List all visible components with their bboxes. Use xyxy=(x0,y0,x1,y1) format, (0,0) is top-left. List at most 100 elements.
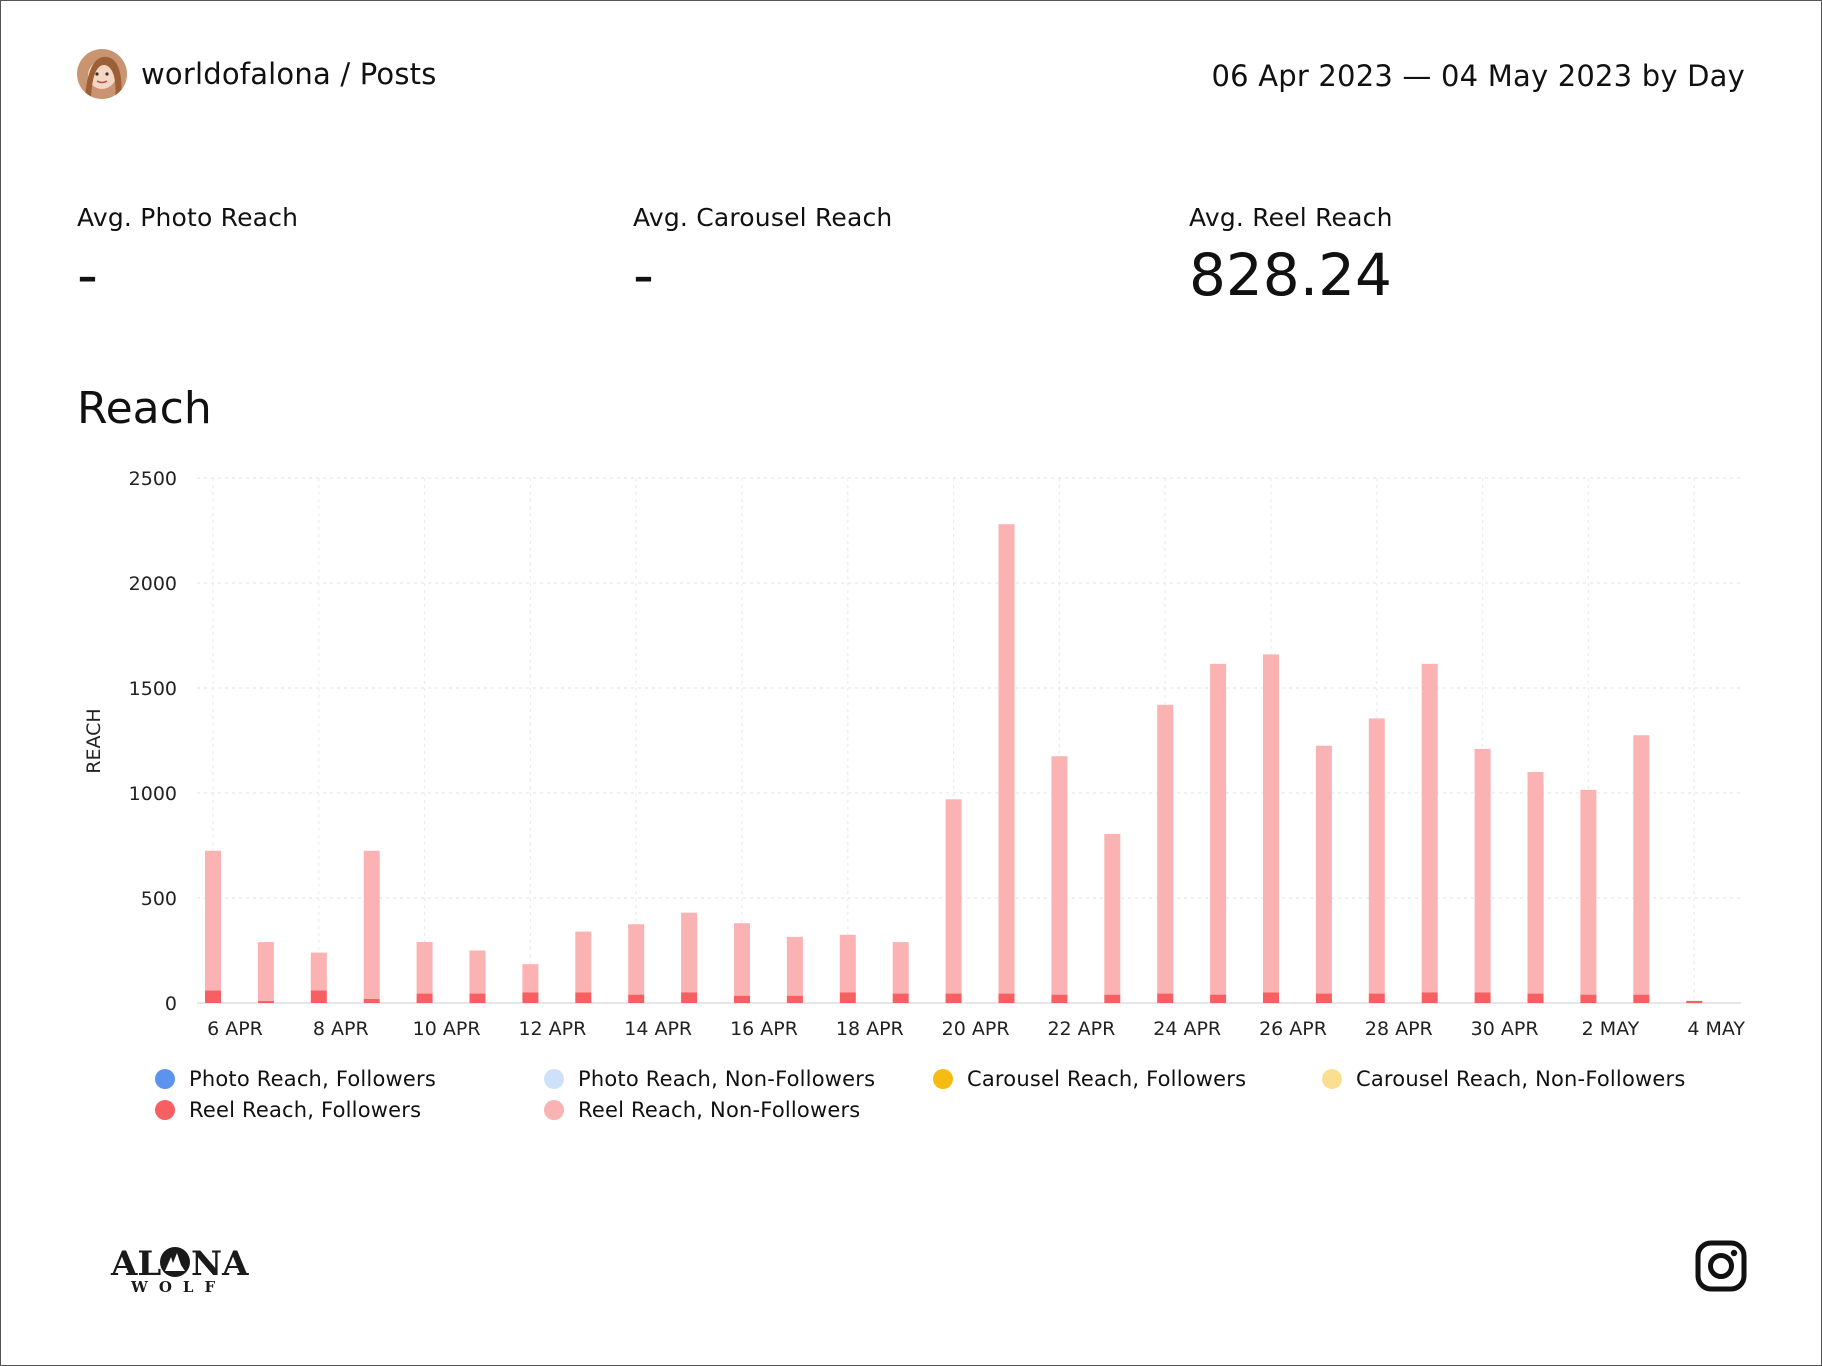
legend-label: Reel Reach, Non-Followers xyxy=(578,1098,861,1122)
bar-segment xyxy=(1686,1000,1703,1003)
y-tick-label: 1000 xyxy=(129,783,177,805)
bar-segment xyxy=(1527,772,1544,994)
bar-segment xyxy=(1104,994,1121,1003)
brand-logo: AL NA WOLF xyxy=(109,1239,249,1299)
metric-label: Avg. Reel Reach xyxy=(1189,203,1393,232)
bar-segment xyxy=(522,964,539,993)
bar-segment xyxy=(1315,993,1332,1003)
x-tick-label: 4 MAY xyxy=(1687,1018,1745,1040)
bar-segment xyxy=(1527,993,1544,1003)
legend-swatch xyxy=(933,1069,953,1089)
x-tick-label: 16 APR xyxy=(730,1018,798,1040)
bar-segment xyxy=(734,995,750,1003)
y-tick-label: 2000 xyxy=(129,573,177,595)
legend-item-carousel-non-followers[interactable]: Carousel Reach, Non-Followers xyxy=(1322,1067,1686,1091)
bar-segment xyxy=(1368,718,1385,994)
bar-segment xyxy=(786,995,803,1003)
bar-segment xyxy=(575,992,592,1003)
x-tick-label: 18 APR xyxy=(836,1018,904,1040)
legend-swatch xyxy=(1322,1069,1342,1089)
instagram-glyph xyxy=(1695,1240,1747,1292)
instagram-icon xyxy=(1695,1240,1747,1296)
bar-segment xyxy=(1421,992,1438,1003)
metric-reel-reach: Avg. Reel Reach 828.24 xyxy=(1189,203,1393,310)
bar-segment xyxy=(628,994,645,1003)
legend-label: Photo Reach, Followers xyxy=(189,1067,436,1091)
y-tick-label: 2500 xyxy=(129,468,177,490)
bar-segment xyxy=(205,850,221,991)
bar-segment xyxy=(1580,994,1597,1003)
account-title: worldofalona / Posts xyxy=(141,57,437,91)
bar-segment xyxy=(469,993,486,1003)
reach-bar-chart: 0 500 1000 1500 2000 2500 6 APR 8 APR 10 APR 12 A… xyxy=(83,468,1745,1040)
bar-segment xyxy=(469,950,486,994)
x-tick-label: 30 APR xyxy=(1471,1018,1539,1040)
bar-segment xyxy=(839,934,856,993)
bar-segment xyxy=(786,936,803,996)
bar-segment xyxy=(1051,994,1068,1003)
y-tick-label: 0 xyxy=(165,993,177,1015)
bar-segment xyxy=(1157,993,1174,1003)
bar-segment xyxy=(1104,833,1121,995)
bar-segment xyxy=(1263,654,1279,993)
bar-segment xyxy=(945,993,962,1003)
bar-segment xyxy=(310,952,327,991)
bar-segment xyxy=(1580,789,1597,995)
svg-text:NA: NA xyxy=(191,1244,249,1284)
account-avatar xyxy=(77,49,127,99)
legend-swatch xyxy=(155,1100,175,1120)
legend-item-carousel-followers[interactable]: Carousel Reach, Followers xyxy=(933,1067,1246,1091)
legend-item-reel-followers[interactable]: Reel Reach, Followers xyxy=(155,1098,421,1122)
bar-segment xyxy=(522,992,539,1003)
x-tick-label: 22 APR xyxy=(1047,1018,1115,1040)
metric-value: - xyxy=(633,241,654,309)
bar-segment xyxy=(681,992,698,1003)
alona-wolf-logo-icon: AL NA WOLF xyxy=(110,1244,249,1296)
x-tick-label: 20 APR xyxy=(942,1018,1010,1040)
x-tick-label: 2 MAY xyxy=(1582,1018,1640,1040)
legend-label: Photo Reach, Non-Followers xyxy=(578,1067,876,1091)
bar-segment xyxy=(416,993,433,1003)
bar-segment xyxy=(1474,992,1491,1003)
x-tick-label: 10 APR xyxy=(413,1018,481,1040)
bar-segment xyxy=(257,942,274,1001)
report-header: worldofalona / Posts 06 Apr 2023 — 04 Ma… xyxy=(77,49,1745,103)
legend-label: Carousel Reach, Non-Followers xyxy=(1356,1067,1686,1091)
bar-segment xyxy=(205,990,221,1003)
x-tick-label: 6 APR xyxy=(207,1018,263,1040)
legend-item-photo-non-followers[interactable]: Photo Reach, Non-Followers xyxy=(544,1067,875,1091)
y-tick-label: 1500 xyxy=(129,678,177,700)
bar-segment xyxy=(998,993,1015,1003)
y-axis-title: REACH xyxy=(83,708,105,773)
bar-segment xyxy=(1368,993,1385,1003)
bar-segment xyxy=(257,1000,274,1003)
bar-segment xyxy=(416,942,433,994)
x-tick-label: 14 APR xyxy=(624,1018,692,1040)
bar-segment xyxy=(575,931,592,993)
bar-segment xyxy=(1051,756,1068,995)
bar-segment xyxy=(945,799,962,994)
bar-segment xyxy=(363,850,380,999)
legend-swatch xyxy=(544,1100,564,1120)
bar-segment xyxy=(363,998,380,1003)
metric-photo-reach: Avg. Photo Reach - xyxy=(77,203,298,310)
bar-segment xyxy=(1633,735,1650,995)
bar-segment xyxy=(998,524,1015,994)
bar-segment xyxy=(1421,663,1438,993)
bar-segment xyxy=(681,912,698,993)
bar-segment xyxy=(310,990,327,1003)
legend-item-reel-non-followers[interactable]: Reel Reach, Non-Followers xyxy=(544,1098,860,1122)
bar-segment xyxy=(628,924,645,995)
account-block: worldofalona / Posts xyxy=(77,49,437,99)
legend-label: Reel Reach, Followers xyxy=(189,1098,422,1122)
metric-label: Avg. Photo Reach xyxy=(77,203,299,232)
legend-item-photo-followers[interactable]: Photo Reach, Followers xyxy=(155,1067,436,1091)
x-tick-label: 24 APR xyxy=(1153,1018,1221,1040)
x-tick-label: 28 APR xyxy=(1365,1018,1433,1040)
bar-segment xyxy=(1315,745,1332,994)
metric-value: - xyxy=(77,241,98,309)
bar-segment xyxy=(892,993,909,1003)
bar-segment xyxy=(1263,992,1279,1003)
avatar-image xyxy=(77,49,127,99)
